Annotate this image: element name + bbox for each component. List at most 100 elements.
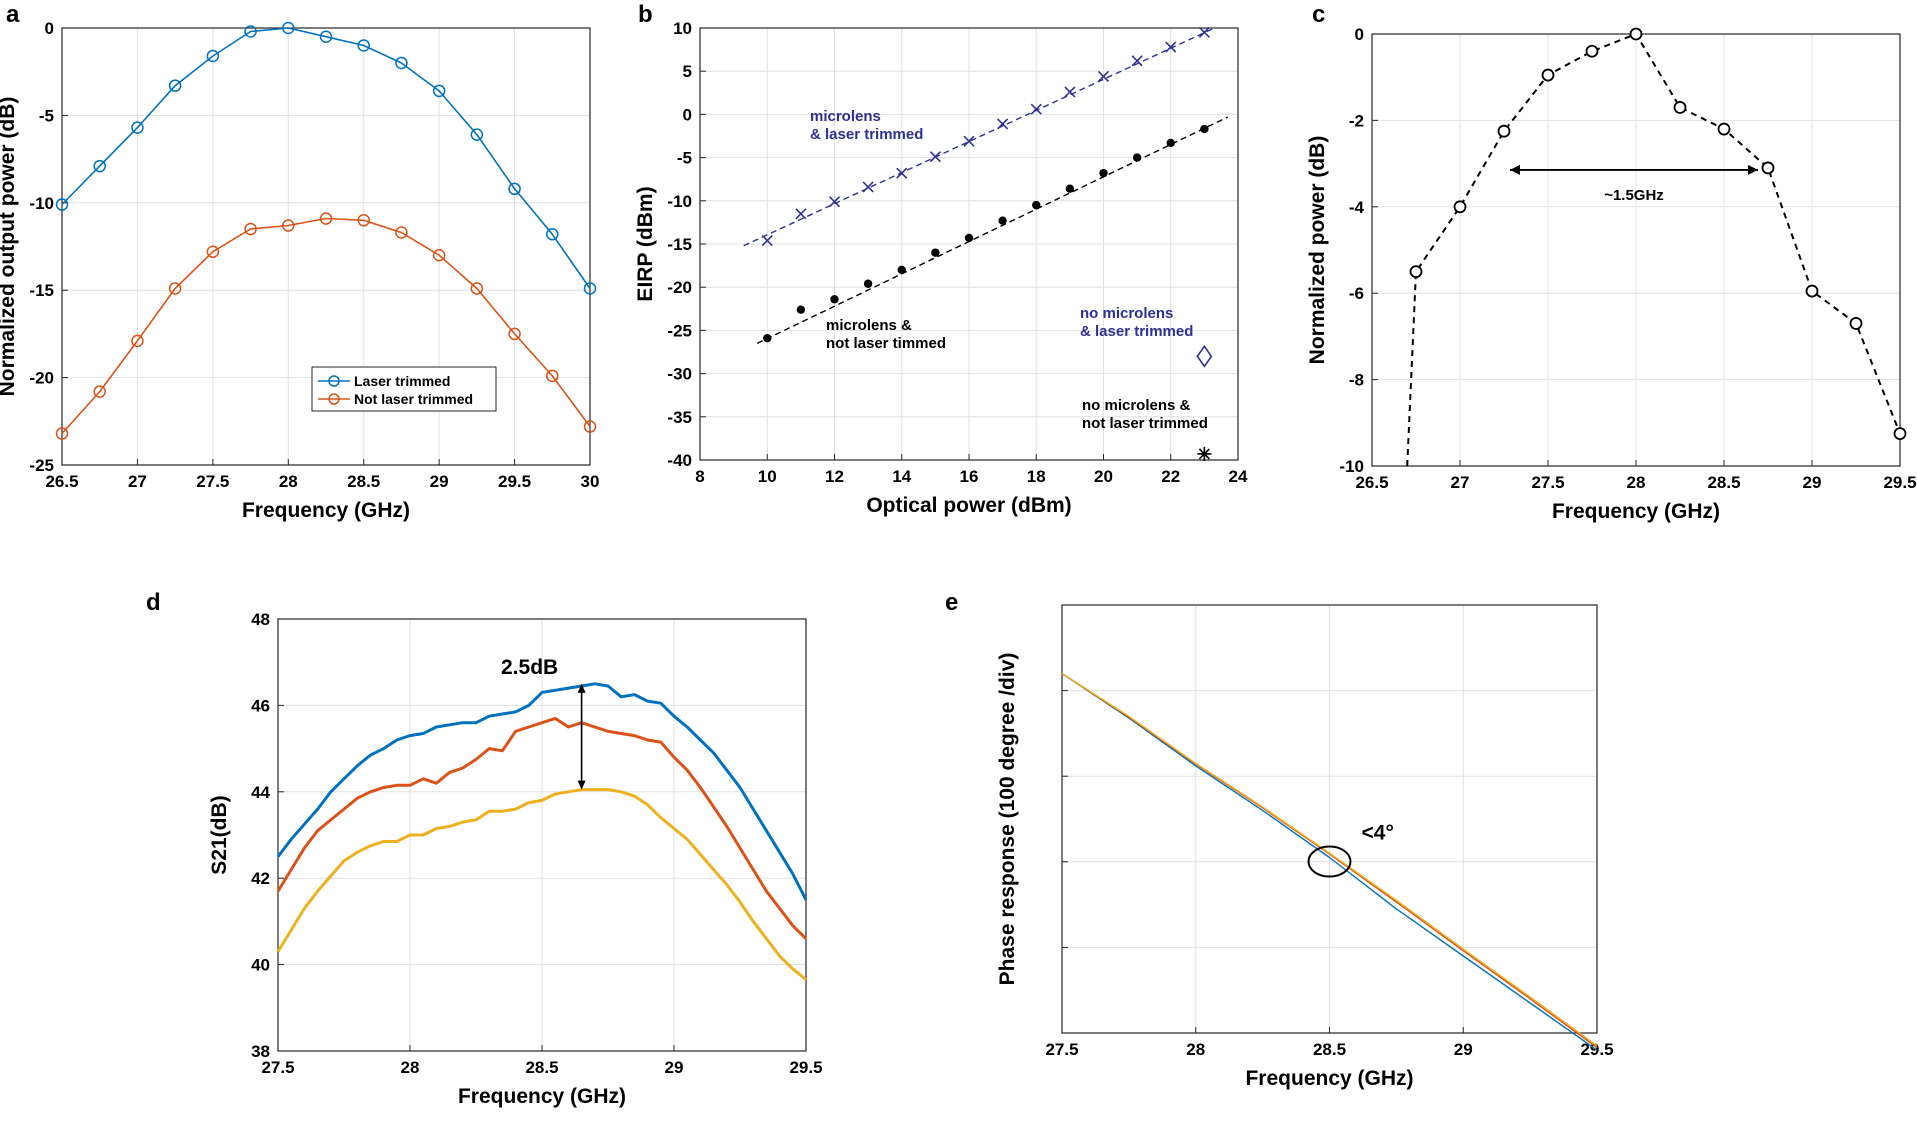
series-line-s21-0 (276, 682, 808, 901)
x-axis-label: Frequency (GHz) (1552, 500, 1720, 523)
data-point-laser-trimmed (131, 121, 144, 134)
axes-frame (61, 27, 591, 466)
data-point (1629, 27, 1643, 41)
x-axis-label: Frequency (GHz) (458, 1085, 626, 1108)
data-point-not-laser-trimmed (357, 214, 370, 227)
y-tick-label: -10 (667, 192, 692, 211)
x-tick-label: 18 (1027, 467, 1046, 486)
data-point-not-laser-trimmed (583, 420, 597, 433)
y-tick-label: 5 (683, 62, 692, 81)
annotation-diamond: & laser trimmed (1080, 323, 1193, 340)
data-point (1585, 44, 1599, 58)
data-point-dot-marker (830, 295, 839, 304)
plot-a: 26.5 27 27.5 28 28.5 29 29.5 30 0 -5 -10 -15 -20 -25 F… (0, 19, 599, 522)
data-point-diamond-marker (1196, 344, 1213, 368)
data-point-x-marker (862, 181, 874, 193)
y-tick-label: 42 (251, 869, 270, 888)
data-point-x-marker (1198, 26, 1210, 38)
data-point-not-laser-trimmed (508, 327, 521, 341)
data-point-not-laser-trimmed (470, 282, 484, 295)
legend: Laser trimmed Not laser trimmed (311, 366, 497, 412)
x-tick-label: 26.5 (1355, 473, 1388, 492)
panel-letter-a: a (6, 1, 20, 28)
data-point-not-laser-trimmed (93, 385, 106, 398)
y-tick-label: 0 (683, 105, 692, 124)
y-axis-label: S21(dB) (208, 795, 231, 874)
fit-line-1 (756, 116, 1229, 345)
x-tick-label: 29 (665, 1058, 684, 1077)
data-point-not-laser-trimmed (319, 212, 333, 225)
data-point-laser-trimmed (357, 39, 370, 52)
y-tick-label: -35 (667, 408, 692, 427)
data-point-laser-trimmed (244, 25, 257, 38)
x-tick-label: 28 (1627, 473, 1646, 492)
annotation-asterisk: not laser trimmed (1082, 415, 1208, 432)
y-tick-label: 10 (673, 19, 692, 38)
data-point-dot-marker (1200, 124, 1209, 134)
data-point-dot-marker (763, 333, 772, 343)
data-point-not-laser-trimmed (168, 282, 182, 295)
legend-entry: Laser trimmed (354, 373, 450, 389)
x-tick-label: 30 (581, 472, 600, 491)
data-point-dot-marker (998, 216, 1007, 225)
data-point-laser-trimmed (168, 79, 182, 92)
x-tick-label: 27 (1451, 473, 1470, 492)
y-tick-label: -10 (1339, 457, 1364, 476)
data-point (1805, 284, 1819, 298)
y-tick-label: -6 (1349, 284, 1364, 303)
y-tick-label: -20 (29, 369, 54, 388)
axes-frame (1061, 604, 1598, 1034)
y-tick-label: -40 (667, 451, 692, 470)
data-point-laser-trimmed (546, 228, 559, 241)
data-point (1541, 68, 1555, 82)
data-point-not-laser-trimmed (206, 245, 220, 258)
data-point-dot-marker (1032, 200, 1041, 210)
fit-line-0 (743, 27, 1215, 247)
x-tick-label: 10 (758, 467, 777, 486)
data-point-laser-trimmed (395, 56, 408, 70)
data-point (1673, 101, 1687, 114)
panel-letter-c: c (1312, 1, 1325, 28)
annotation-black: not laser timmed (826, 335, 946, 352)
x-tick-label: 24 (1229, 467, 1248, 486)
x-tick-label: 27.5 (1045, 1040, 1078, 1059)
annotation-black: microlens & (826, 317, 912, 334)
x-tick-label: 27.5 (196, 472, 229, 491)
y-axis-label: Phase response (100 degree /div) (996, 653, 1019, 986)
y-tick-label: -8 (1349, 371, 1364, 390)
data-point (1453, 200, 1467, 214)
x-axis-label: Frequency (GHz) (242, 499, 410, 522)
data-point-x-marker (929, 151, 941, 163)
x-tick-label: 12 (825, 467, 844, 486)
data-point-x-marker (795, 208, 807, 220)
data-point-not-laser-trimmed (244, 222, 257, 236)
y-tick-label: -10 (29, 194, 54, 213)
data-point-not-laser-trimmed (55, 427, 69, 440)
series-line-s21-1 (276, 716, 808, 940)
data-point (1497, 124, 1511, 138)
y-tick-label: -15 (667, 235, 692, 254)
x-tick-label: 22 (1161, 467, 1180, 486)
data-point-x-marker (761, 234, 773, 247)
y-axis-label: Normalized output power (dB) (0, 97, 19, 397)
y-tick-label: -15 (29, 281, 54, 300)
data-point-x-marker (828, 196, 841, 208)
data-point-not-laser-trimmed (546, 369, 559, 383)
delta-label: 2.5dB (501, 656, 558, 679)
data-point-laser-trimmed (432, 84, 446, 98)
data-point-dot-marker (1065, 184, 1075, 193)
x-tick-label: 16 (960, 467, 979, 486)
y-tick-label: -30 (667, 365, 692, 384)
data-point-x-marker (963, 135, 975, 147)
data-point-x-marker (1030, 103, 1042, 115)
x-tick-label: 28.5 (1707, 473, 1740, 492)
data-point-not-laser-trimmed (432, 248, 446, 262)
data-point-x-marker (896, 167, 908, 179)
x-tick-label: 29 (1803, 473, 1822, 492)
y-tick-label: -20 (667, 278, 692, 297)
annotation-blue: microlens (810, 108, 881, 125)
data-point-laser-trimmed (470, 128, 484, 141)
x-tick-label: 28 (279, 472, 298, 491)
panel-letter-b: b (638, 1, 653, 28)
